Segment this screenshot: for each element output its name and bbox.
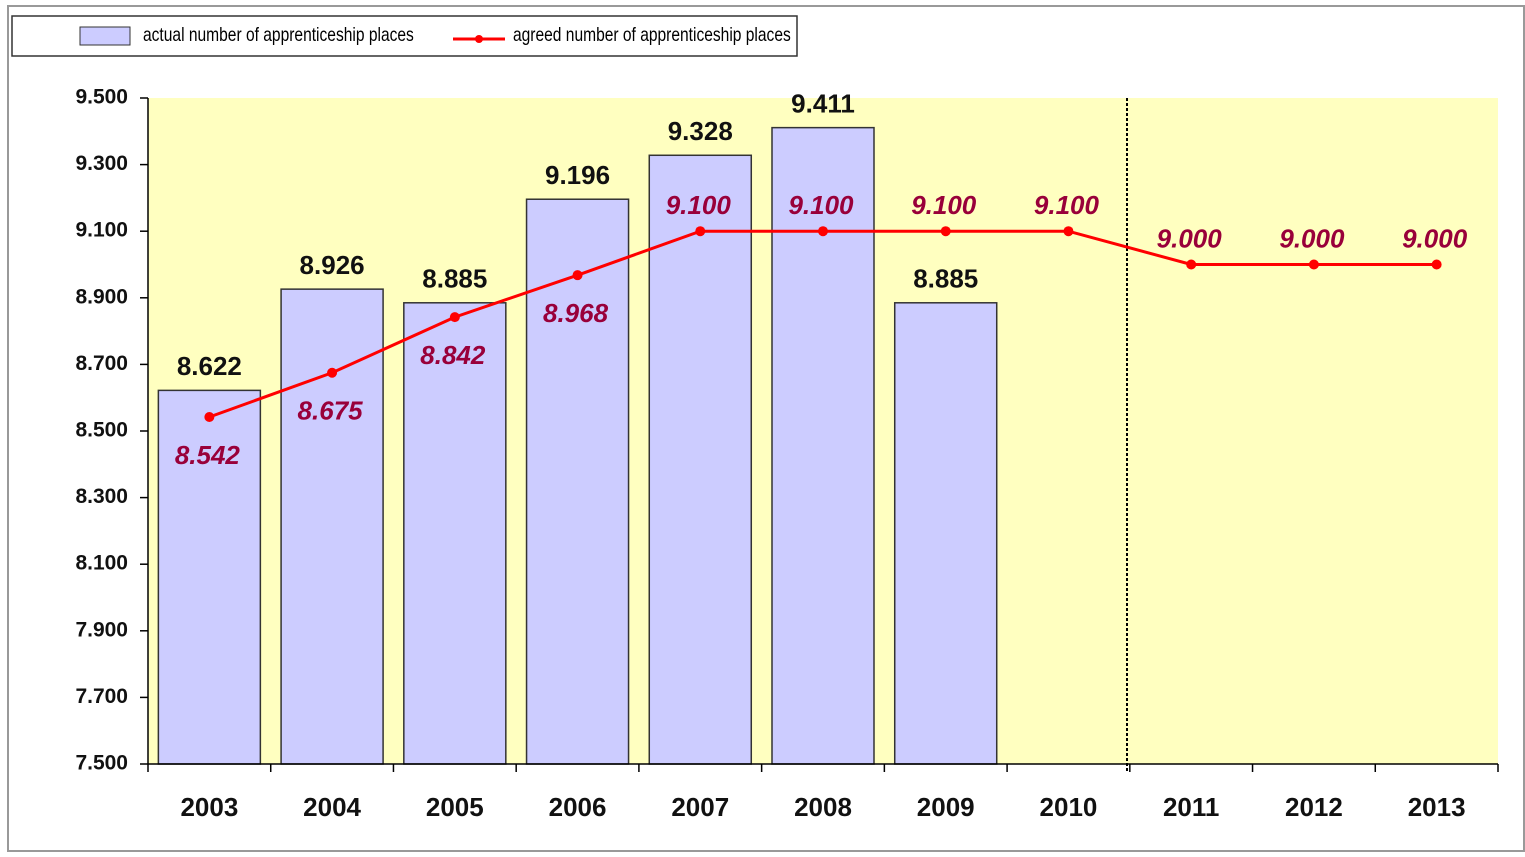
legend: [11, 15, 798, 57]
x-tick-label: 2003: [180, 792, 238, 822]
bar-value-label: 9.411: [791, 89, 855, 119]
line-value-label: 8.675: [298, 396, 364, 426]
x-tick-label: 2004: [303, 792, 361, 822]
line-point: [1063, 226, 1074, 237]
legend-label: agreed number of apprenticeship places: [513, 24, 791, 46]
bar: [525, 198, 630, 765]
line-point: [1186, 259, 1197, 270]
line-point: [695, 226, 706, 237]
line-value-label: 9.000: [1279, 223, 1345, 253]
bar-value-label: 8.885: [422, 264, 487, 294]
x-tick-label: 2006: [549, 792, 607, 822]
x-tick-label: 2005: [426, 792, 484, 822]
bar: [403, 302, 507, 765]
line-point: [818, 226, 828, 237]
y-tick-label: 7.900: [75, 618, 128, 641]
line-value-label: 9.100: [911, 190, 977, 220]
line-value-label: 8.542: [175, 440, 241, 470]
y-tick-label: 9.300: [75, 152, 128, 175]
line-point: [572, 270, 583, 281]
line-value-label: 9.100: [666, 190, 732, 220]
bar: [771, 126, 875, 765]
x-tick-label: 2011: [1163, 792, 1219, 822]
bar-value-label: 9.328: [668, 116, 733, 146]
line-value-label: 9.000: [1157, 223, 1223, 253]
bar-value-label: 8.926: [300, 250, 365, 280]
y-tick-label: 8.700: [75, 352, 128, 375]
bar: [893, 302, 998, 765]
y-tick-label: 8.100: [75, 552, 128, 575]
line-value-label: 8.968: [543, 298, 609, 328]
line-value-label: 9.000: [1402, 223, 1468, 253]
line-value-label: 9.100: [788, 190, 854, 220]
legend-marker: [475, 35, 483, 43]
line-value-label: 8.842: [420, 340, 486, 370]
y-tick-label: 8.900: [75, 285, 128, 308]
line-point: [1431, 259, 1442, 270]
y-tick-label: 9.100: [75, 219, 128, 242]
bar-value-label: 9.196: [545, 160, 610, 190]
bar: [280, 288, 384, 765]
bar-value-label: 8.622: [177, 351, 242, 381]
x-tick-label: 2012: [1285, 792, 1343, 822]
line-point: [449, 312, 460, 323]
x-tick-label: 2008: [794, 792, 852, 822]
x-tick-label: 2013: [1408, 792, 1466, 822]
x-tick-label: 2009: [917, 792, 975, 822]
line-value-label: 9.100: [1034, 190, 1100, 220]
y-tick-label: 7.500: [75, 752, 128, 775]
x-tick-label: 2007: [671, 792, 729, 822]
bar: [648, 154, 753, 765]
line-point: [940, 226, 951, 237]
y-tick-label: 7.700: [75, 685, 128, 708]
y-tick-label: 9.500: [75, 86, 128, 109]
legend-label: actual number of apprenticeship places: [143, 24, 414, 46]
legend-swatch: [79, 26, 131, 46]
line-point: [1308, 259, 1319, 270]
y-tick-label: 8.300: [75, 485, 128, 508]
y-tick-label: 8.500: [75, 419, 128, 442]
line-point: [204, 412, 215, 423]
bar-value-label: 8.885: [913, 264, 978, 294]
x-tick-label: 2010: [1040, 792, 1098, 822]
line-point: [327, 367, 338, 378]
